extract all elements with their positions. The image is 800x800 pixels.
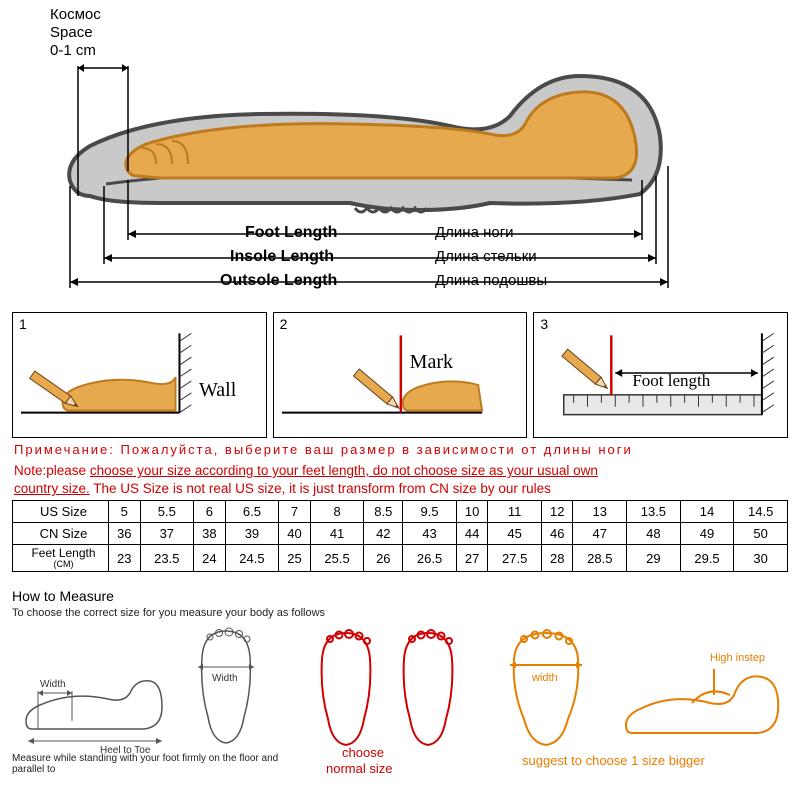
- ft-10: 28: [541, 545, 573, 572]
- howto-sub: To choose the correct size for you measu…: [12, 607, 788, 619]
- us-0: 5: [109, 501, 141, 523]
- choose-bigger: suggest to choose 1 size bigger: [522, 753, 705, 768]
- us-11: 13: [573, 501, 627, 523]
- ft-4: 25: [279, 545, 311, 572]
- ft-12: 29: [627, 545, 681, 572]
- ft-13: 29.5: [680, 545, 734, 572]
- svg-text:Width: Width: [212, 673, 238, 684]
- us-label: US Size: [13, 501, 109, 523]
- en-note-u1: choose your size according to your feet …: [90, 463, 598, 478]
- us-5: 8: [310, 501, 364, 523]
- us-6: 8.5: [364, 501, 403, 523]
- en-note-l2a: country size.: [14, 481, 90, 496]
- en-note-prefix: Note:please: [14, 463, 90, 478]
- cn-0: 36: [109, 523, 141, 545]
- us-3: 6.5: [225, 501, 279, 523]
- us-14: 14.5: [734, 501, 788, 523]
- cn-4: 40: [279, 523, 311, 545]
- us-1: 5.5: [140, 501, 194, 523]
- cn-14: 50: [734, 523, 788, 545]
- cn-7: 43: [403, 523, 457, 545]
- cn-8: 44: [456, 523, 488, 545]
- cn-6: 42: [364, 523, 403, 545]
- choose-normal-1: choose: [342, 745, 384, 760]
- us-13: 14: [680, 501, 734, 523]
- size-chart-infographic: Космос Space 0-1 cm: [0, 0, 800, 800]
- ft-2: 24: [194, 545, 226, 572]
- size-table: US Size 55.5 66.5 78 8.59.5 1011 1213 13…: [12, 500, 788, 572]
- outsole-length-ru: Длина подошвы: [435, 272, 547, 289]
- how-to-measure: How to Measure To choose the correct siz…: [12, 588, 788, 788]
- us-2: 6: [194, 501, 226, 523]
- svg-text:width: width: [531, 672, 558, 684]
- ft-14: 30: [734, 545, 788, 572]
- foot-length-ru: Длина ноги: [435, 224, 514, 241]
- choose-normal-2: normal size: [326, 761, 392, 776]
- insole-length-en: Insole Length: [230, 248, 334, 266]
- cn-9: 45: [488, 523, 542, 545]
- howto-left-svg: Width Heel to Toe Width: [12, 621, 292, 771]
- step-3: 3: [533, 312, 788, 438]
- us-4: 7: [279, 501, 311, 523]
- cn-12: 48: [627, 523, 681, 545]
- row-feet: Feet Length (CM) 2323.5 2424.5 2525.5 26…: [13, 545, 788, 572]
- svg-text:Width: Width: [40, 679, 66, 690]
- outsole-length-en: Outsole Length: [220, 272, 337, 290]
- shoe-diagram: Космос Space 0-1 cm: [20, 6, 780, 306]
- svg-text:High instep: High instep: [710, 652, 765, 664]
- ru-note: Примечание: Пожалуйста, выберите ваш раз…: [14, 442, 786, 457]
- howto-mid-svg: [312, 625, 472, 755]
- feet-text: Feet Length: [31, 546, 95, 560]
- cn-10: 46: [541, 523, 573, 545]
- step-2: 2 Mark: [273, 312, 528, 438]
- step-1: 1 Wa: [12, 312, 267, 438]
- howto-row: Width Heel to Toe Width Measure while st…: [12, 621, 788, 791]
- ft-6: 26: [364, 545, 403, 572]
- feet-cm: (CM): [19, 560, 108, 569]
- cn-11: 47: [573, 523, 627, 545]
- us-10: 12: [541, 501, 573, 523]
- ft-7: 26.5: [403, 545, 457, 572]
- row-us: US Size 55.5 66.5 78 8.59.5 1011 1213 13…: [13, 501, 788, 523]
- en-note-l2b: The US Size is not real US size, it is j…: [90, 481, 551, 496]
- step3-label: Foot length: [632, 371, 710, 391]
- howto-title: How to Measure: [12, 588, 788, 604]
- ft-11: 28.5: [573, 545, 627, 572]
- row-cn: CN Size 3637 3839 4041 4243 4445 4647 48…: [13, 523, 788, 545]
- howto-caption: Measure while standing with your foot fi…: [12, 753, 282, 775]
- step-panels: 1 Wa: [12, 312, 788, 438]
- us-12: 13.5: [627, 501, 681, 523]
- foot-length-en: Foot Length: [245, 224, 337, 242]
- cn-label: CN Size: [13, 523, 109, 545]
- us-9: 11: [488, 501, 542, 523]
- ft-5: 25.5: [310, 545, 364, 572]
- step2-svg: [274, 313, 527, 437]
- howto-right-svg: width High instep: [502, 625, 800, 755]
- feet-label: Feet Length (CM): [13, 545, 109, 572]
- cn-3: 39: [225, 523, 279, 545]
- cn-13: 49: [680, 523, 734, 545]
- ft-9: 27.5: [488, 545, 542, 572]
- us-7: 9.5: [403, 501, 457, 523]
- ft-8: 27: [456, 545, 488, 572]
- step1-svg: [13, 313, 266, 437]
- ft-3: 24.5: [225, 545, 279, 572]
- ft-0: 23: [109, 545, 141, 572]
- step1-label: Wall: [199, 379, 236, 402]
- cn-1: 37: [140, 523, 194, 545]
- ft-1: 23.5: [140, 545, 194, 572]
- step2-label: Mark: [410, 351, 453, 374]
- en-note: Note:please choose your size according t…: [14, 462, 786, 498]
- measure-labels: Foot Length Длина ноги Insole Length Дли…: [20, 6, 780, 306]
- cn-5: 41: [310, 523, 364, 545]
- us-8: 10: [456, 501, 488, 523]
- insole-length-ru: Длина стельки: [435, 248, 537, 265]
- cn-2: 38: [194, 523, 226, 545]
